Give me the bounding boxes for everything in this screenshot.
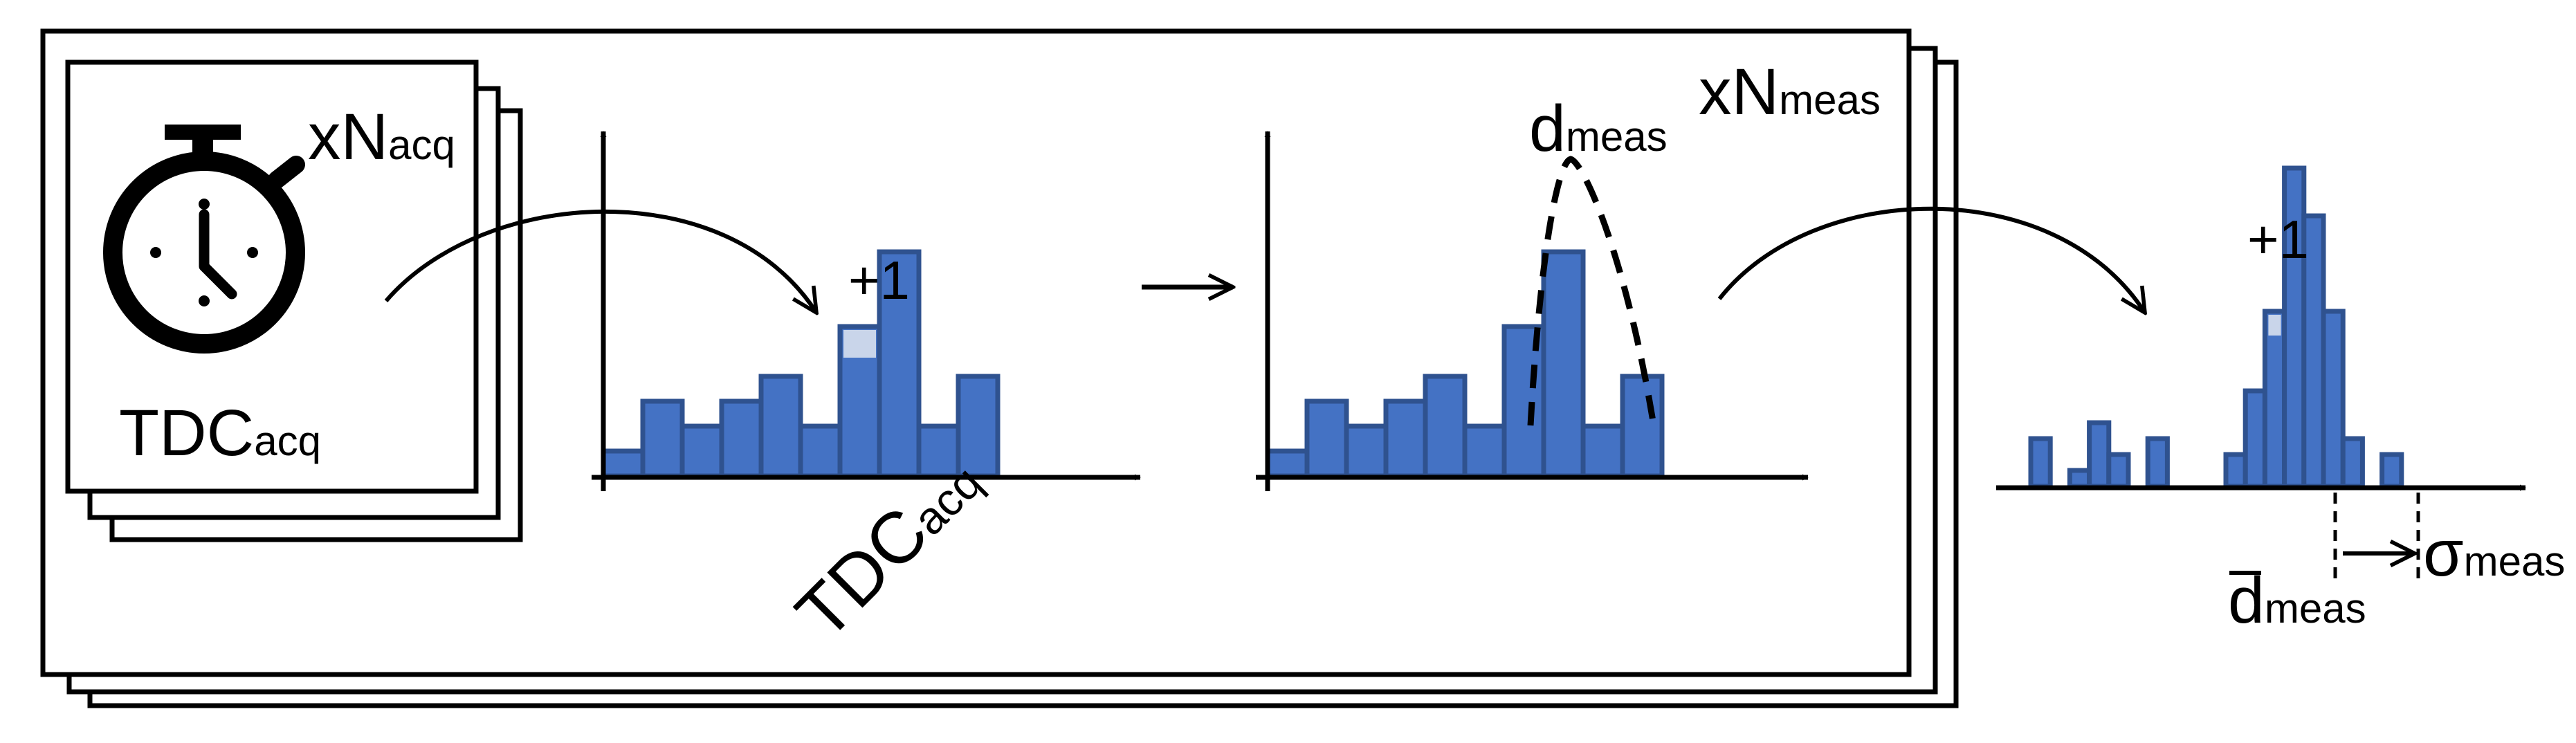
histogram-bar	[1304, 398, 1349, 479]
histogram-bar	[2321, 309, 2346, 489]
histogram-bar	[2067, 468, 2092, 489]
histogram-bar	[2242, 388, 2267, 489]
histogram-bar	[956, 374, 1001, 479]
histogram-bar	[1620, 374, 1665, 479]
histogram-bar	[2028, 436, 2053, 489]
histogram-acquisition: +1 TDCacq	[592, 131, 1141, 654]
stopwatch-icon	[103, 125, 305, 354]
histogram-bar	[2106, 452, 2131, 489]
sigma-label: σmeas	[2423, 517, 2565, 590]
histogram-bar	[1462, 423, 1507, 479]
peak-label: dmeas	[1529, 92, 1668, 165]
tdc-acq-label: TDCacq	[119, 396, 321, 470]
acquisition-card-stack	[65, 59, 523, 542]
highlighted-new-count	[843, 330, 876, 358]
histogram-bar	[877, 249, 922, 479]
histogram-bar	[758, 374, 803, 479]
curved-arrow-fit-to-dist	[1717, 206, 2145, 313]
histogram-bar	[679, 423, 724, 479]
meas-repeat-label: xNmeas	[1699, 55, 1881, 129]
histogram-bar	[1541, 249, 1586, 479]
histogram-bar	[719, 398, 764, 479]
histogram-bar	[1423, 374, 1468, 479]
plus-one-label-hist3: +1	[2247, 209, 2309, 270]
histogram-bar	[2262, 309, 2287, 489]
histogram-bar	[1580, 423, 1625, 479]
histogram-distribution: +1 dmeas σmeas	[1996, 165, 2565, 637]
acq-repeat-label: xNacq	[308, 100, 455, 174]
plus-one-label-hist1: +1	[848, 250, 910, 311]
highlighted-new-count	[2268, 315, 2281, 336]
peak-fit-dashed-curve	[1527, 156, 1657, 426]
histogram-bar	[1383, 398, 1428, 479]
histogram-bar	[798, 423, 843, 479]
histogram-bar	[2087, 420, 2112, 489]
histogram-bar	[2223, 452, 2248, 489]
histogram-bar	[1265, 448, 1310, 479]
histogram-bar	[1344, 423, 1389, 479]
histogram-bar	[2379, 452, 2404, 489]
mean-label: dmeas	[2228, 564, 2366, 637]
histogram-bar	[601, 448, 646, 479]
histogram-bar	[2340, 436, 2365, 489]
histogram-bar	[2145, 436, 2170, 489]
histogram-bar	[640, 398, 685, 479]
histogram-fit: dmeas	[1256, 92, 1809, 491]
